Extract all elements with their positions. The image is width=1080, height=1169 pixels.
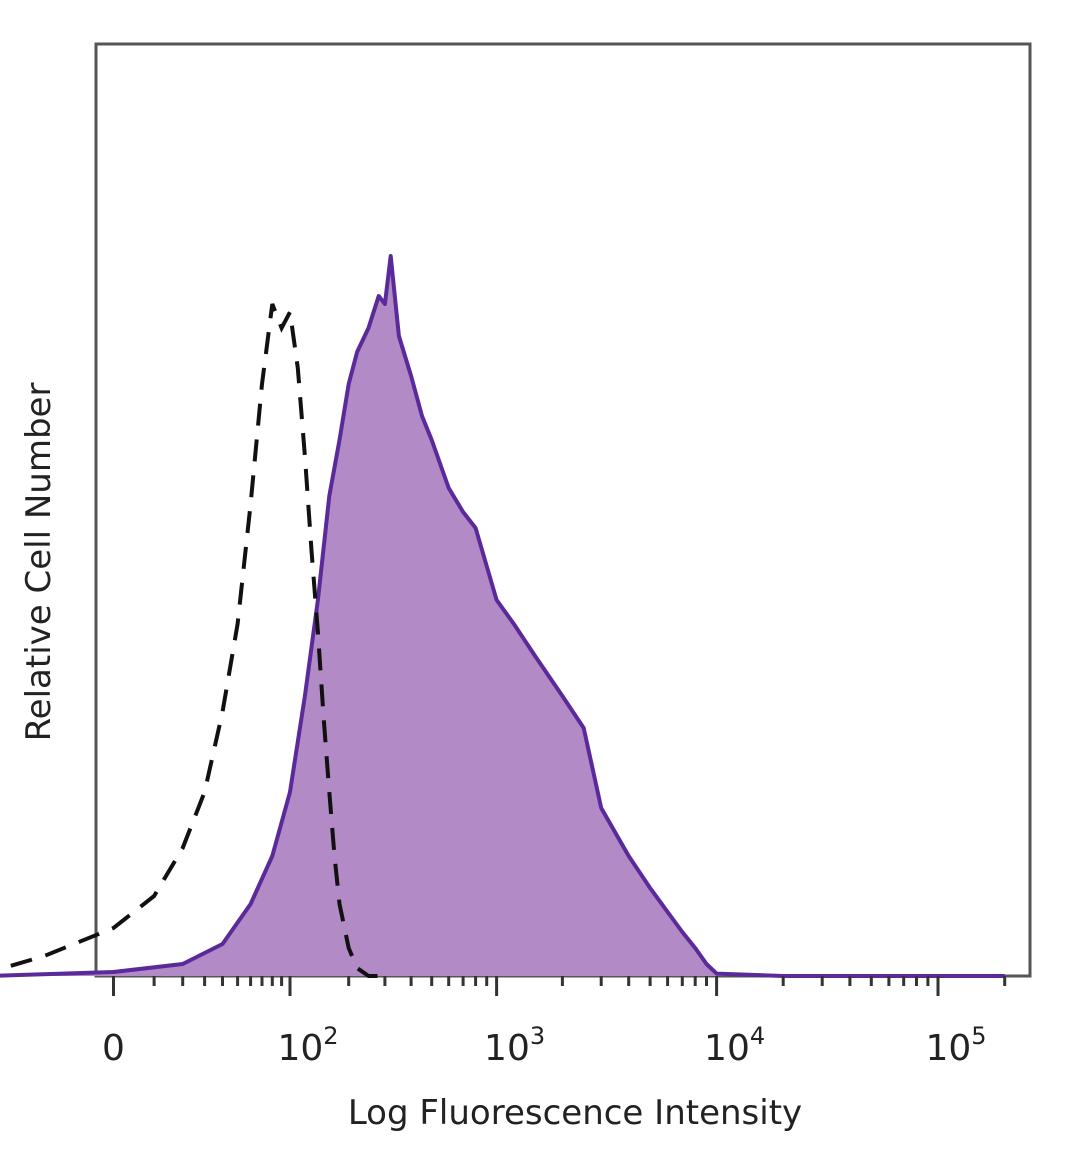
x-tick-label: 0 <box>102 1028 125 1069</box>
y-axis-title: Relative Cell Number <box>19 383 59 742</box>
x-axis-title: Log Fluorescence Intensity <box>348 1093 802 1133</box>
sample-histogram-line <box>0 254 1005 978</box>
x-tick-label: 104 <box>704 1022 765 1069</box>
control-histogram-line <box>0 303 385 978</box>
x-tick-label: 105 <box>925 1022 986 1069</box>
x-tick-label: 103 <box>484 1022 545 1069</box>
x-tick-label: 102 <box>277 1022 338 1069</box>
sample-histogram-fill <box>0 256 1005 976</box>
